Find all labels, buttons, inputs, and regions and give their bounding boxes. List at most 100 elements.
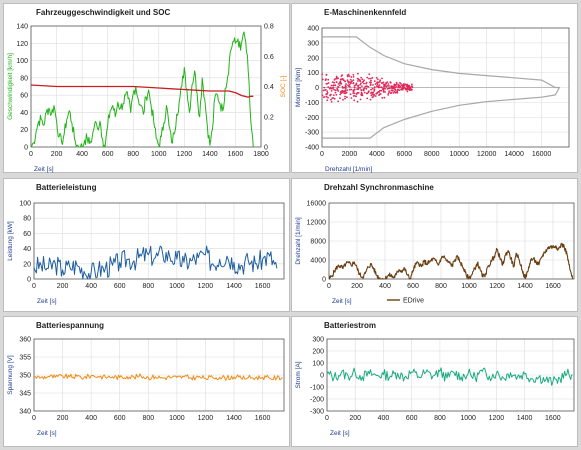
scatter-point [359, 80, 362, 83]
scatter-point [332, 84, 335, 87]
x-tick-label: 1600 [545, 415, 561, 422]
scatter-point [356, 100, 359, 103]
scatter-point [355, 82, 358, 85]
scatter-point [368, 73, 371, 76]
scatter-point [369, 83, 372, 86]
panel-drehzahl: Drehzahl Synchronmaschine 0 200 400 600 800 1… [291, 178, 578, 312]
scatter-point [380, 89, 383, 92]
scatter-point [342, 79, 345, 82]
scatter-point [343, 86, 346, 89]
scatter-point [361, 85, 363, 87]
scatter-point [379, 79, 381, 82]
scatter-point [334, 91, 337, 94]
scatter-point [330, 98, 332, 101]
scatter-point [398, 86, 401, 89]
y-tick-label: 100 [307, 70, 319, 77]
scatter-point [326, 99, 329, 102]
y2-tick-label: 0.4 [264, 84, 274, 91]
scatter-point [408, 89, 411, 91]
y-axis-label: Moment [Nm] [295, 68, 302, 107]
scatter-point [371, 87, 374, 90]
y-tick-label: 80 [23, 216, 31, 223]
scatter-point [340, 78, 343, 80]
scatter-point [325, 78, 327, 80]
x-tick-label: 200 [57, 283, 69, 290]
x-tick-label: 600 [102, 151, 114, 158]
scatter-point [395, 81, 398, 84]
scatter-point [324, 89, 326, 91]
scatter-point [357, 78, 360, 80]
scatter-point [325, 73, 328, 76]
y-tick-label: -200 [310, 397, 324, 404]
x-tick-label: 400 [85, 415, 97, 422]
scatter-point [387, 92, 390, 95]
y-tick-label: 340 [19, 409, 31, 416]
scatter-point [337, 85, 339, 88]
x-tick-label: 16000 [532, 151, 552, 158]
scatter-point [325, 93, 328, 96]
scatter-point [337, 100, 340, 103]
scatter-point [381, 97, 384, 99]
scatter-point [366, 76, 369, 79]
scatter-point [389, 81, 392, 84]
panel-kennfeld: E-Maschinenkennfeld 0 2000 4000 6000 8000 100… [291, 3, 578, 173]
y-tick-label: 355 [19, 355, 31, 362]
y-tick-label: 0 [322, 277, 326, 284]
x-tick-label: 1600 [255, 415, 271, 422]
legend-label: EDrive [403, 298, 424, 305]
scatter-point [376, 78, 379, 81]
x-tick-label: 800 [434, 415, 446, 422]
scatter-point [363, 79, 365, 82]
y2-tick-label: 0 [264, 145, 268, 152]
scatter-point [331, 81, 334, 83]
scatter-point [344, 92, 347, 95]
scatter-point [370, 91, 373, 94]
x-tick-label: 1000 [461, 283, 477, 290]
scatter-point [376, 92, 378, 95]
scatter-point [382, 89, 385, 92]
scatter-point [396, 88, 399, 91]
panel-spannung: Batteriespannung 0 200 400 600 800 1000 1200 14… [3, 316, 290, 447]
scatter-point [382, 81, 385, 84]
y-tick-label: 0 [320, 373, 324, 380]
scatter-point [344, 95, 346, 98]
scatter-point [373, 88, 376, 91]
scatter-point [392, 85, 395, 88]
scatter-point [338, 82, 341, 84]
scatter-point [340, 75, 343, 77]
y-tick-label: 20 [20, 127, 28, 134]
scatter-point [338, 84, 341, 87]
y-tick-label: 100 [19, 201, 31, 208]
y-tick-label: 8000 [310, 239, 326, 246]
scatter-point [396, 83, 398, 85]
x-tick-label: 0 [32, 415, 36, 422]
y-tick-label: -300 [305, 130, 319, 137]
x-tick-label: 1200 [177, 151, 193, 158]
scatter-point [399, 81, 401, 84]
y-tick-label: 200 [312, 349, 324, 356]
scatter-point [352, 82, 355, 85]
scatter-point [348, 75, 351, 77]
scatter-point [344, 97, 346, 100]
y-tick-label: 20 [23, 261, 31, 268]
scatter-point [406, 90, 409, 93]
x-tick-label: 12000 [477, 151, 497, 158]
scatter-point [330, 84, 333, 87]
y2-tick-label: 0.2 [264, 114, 274, 121]
scatter-point [343, 90, 345, 93]
scatter-point [352, 74, 355, 76]
series-line [33, 245, 278, 280]
scatter-point [325, 95, 328, 98]
scatter-point [326, 90, 329, 93]
scatter-point [362, 89, 365, 92]
scatter-point [335, 94, 338, 96]
scatter-point [360, 89, 363, 91]
y-tick-label: 300 [312, 337, 324, 344]
scatter-point [357, 84, 360, 87]
scatter-point [327, 86, 330, 88]
scatter-point [392, 92, 395, 94]
scatter-point [334, 78, 337, 80]
scatter-point [363, 82, 365, 85]
scatter-point [357, 72, 359, 75]
scatter-point [347, 73, 350, 76]
